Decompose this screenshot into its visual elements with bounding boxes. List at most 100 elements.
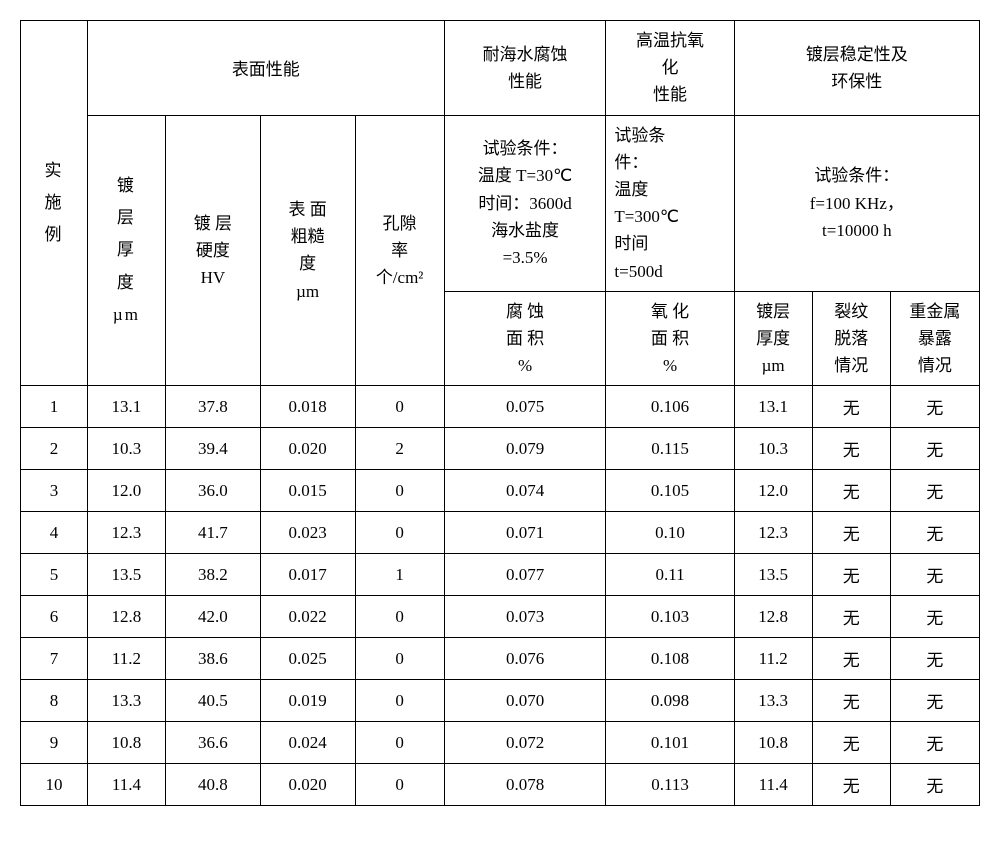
header-cond2: 试验条件：温度T=300℃时间t=500d bbox=[606, 115, 734, 291]
cell-g: 11.4 bbox=[734, 764, 812, 806]
cell-h: 无 bbox=[812, 554, 890, 596]
header-corrosion-area: 腐 蚀 面 积 % bbox=[444, 291, 606, 386]
cell-h: 无 bbox=[812, 680, 890, 722]
table-row: 312.036.00.01500.0740.10512.0无无 bbox=[21, 470, 980, 512]
cell-a: 13.5 bbox=[87, 554, 165, 596]
cell-a: 13.1 bbox=[87, 386, 165, 428]
cell-c: 0.015 bbox=[260, 470, 355, 512]
cell-a: 12.0 bbox=[87, 470, 165, 512]
cell-n: 6 bbox=[21, 596, 88, 638]
header-oxidation: 高温抗氧化性能 bbox=[606, 21, 734, 116]
cell-i: 无 bbox=[890, 764, 979, 806]
header-thickness2: 镀层厚度µm bbox=[734, 291, 812, 386]
cell-f: 0.108 bbox=[606, 638, 734, 680]
cell-h: 无 bbox=[812, 512, 890, 554]
cell-i: 无 bbox=[890, 512, 979, 554]
cell-f: 0.113 bbox=[606, 764, 734, 806]
header-crack: 裂纹脱落情况 bbox=[812, 291, 890, 386]
cell-h: 无 bbox=[812, 470, 890, 512]
table-row: 813.340.50.01900.0700.09813.3无无 bbox=[21, 680, 980, 722]
cell-b: 36.0 bbox=[165, 470, 260, 512]
cell-b: 37.8 bbox=[165, 386, 260, 428]
cell-a: 12.3 bbox=[87, 512, 165, 554]
cell-h: 无 bbox=[812, 386, 890, 428]
cell-b: 39.4 bbox=[165, 428, 260, 470]
cell-a: 13.3 bbox=[87, 680, 165, 722]
cell-g: 10.8 bbox=[734, 722, 812, 764]
cell-b: 41.7 bbox=[165, 512, 260, 554]
cell-f: 0.098 bbox=[606, 680, 734, 722]
cell-c: 0.017 bbox=[260, 554, 355, 596]
cell-e: 0.070 bbox=[444, 680, 606, 722]
header-metal-exposure: 重金属暴露情况 bbox=[890, 291, 979, 386]
cell-c: 0.023 bbox=[260, 512, 355, 554]
cell-b: 38.2 bbox=[165, 554, 260, 596]
cell-g: 12.0 bbox=[734, 470, 812, 512]
cell-d: 0 bbox=[355, 680, 444, 722]
cell-d: 0 bbox=[355, 722, 444, 764]
cell-h: 无 bbox=[812, 722, 890, 764]
cell-e: 0.073 bbox=[444, 596, 606, 638]
cell-i: 无 bbox=[890, 428, 979, 470]
cell-h: 无 bbox=[812, 764, 890, 806]
cell-g: 11.2 bbox=[734, 638, 812, 680]
cell-b: 42.0 bbox=[165, 596, 260, 638]
header-surface-perf: 表面性能 bbox=[87, 21, 444, 116]
header-cond1: 试验条件：温度 T=30℃时间：3600d海水盐度=3.5% bbox=[444, 115, 606, 291]
cell-i: 无 bbox=[890, 638, 979, 680]
cell-f: 0.103 bbox=[606, 596, 734, 638]
cell-h: 无 bbox=[812, 638, 890, 680]
cell-e: 0.075 bbox=[444, 386, 606, 428]
cell-f: 0.101 bbox=[606, 722, 734, 764]
cell-a: 11.2 bbox=[87, 638, 165, 680]
cell-d: 0 bbox=[355, 764, 444, 806]
cell-c: 0.020 bbox=[260, 428, 355, 470]
performance-table: 实施例 表面性能 耐海水腐蚀性能 高温抗氧化性能 镀层稳定性及环保性 镀层厚度µ… bbox=[20, 20, 980, 806]
cell-g: 12.3 bbox=[734, 512, 812, 554]
table-row: 1011.440.80.02000.0780.11311.4无无 bbox=[21, 764, 980, 806]
table-body: 113.137.80.01800.0750.10613.1无无2 10.3 39.4… bbox=[21, 386, 980, 806]
cell-e: 0.072 bbox=[444, 722, 606, 764]
cell-g: 13.3 bbox=[734, 680, 812, 722]
table-row: 113.137.80.01800.0750.10613.1无无 bbox=[21, 386, 980, 428]
header-cond3: 试验条件：f=100 KHz，t=10000 h bbox=[734, 115, 979, 291]
cell-n: 9 bbox=[21, 722, 88, 764]
cell-c: 0.025 bbox=[260, 638, 355, 680]
cell-i: 无 bbox=[890, 596, 979, 638]
header-oxidation-area: 氧 化 面 积 % bbox=[606, 291, 734, 386]
cell-h: 无 bbox=[812, 596, 890, 638]
cell-i: 无 bbox=[890, 680, 979, 722]
header-example: 实施例 bbox=[21, 21, 88, 386]
table-row: 612.842.00.02200.0730.10312.8无无 bbox=[21, 596, 980, 638]
cell-i: 无 bbox=[890, 386, 979, 428]
cell-n: 5 bbox=[21, 554, 88, 596]
table-row: 412.341.70.02300.0710.1012.3无无 bbox=[21, 512, 980, 554]
cell-b: 38.6 bbox=[165, 638, 260, 680]
cell-n: 8 bbox=[21, 680, 88, 722]
cell-e: 0.076 bbox=[444, 638, 606, 680]
cell-f: 0.115 bbox=[606, 428, 734, 470]
cell-c: 0.018 bbox=[260, 386, 355, 428]
cell-d: 0 bbox=[355, 470, 444, 512]
header-stability: 镀层稳定性及环保性 bbox=[734, 21, 979, 116]
cell-g: 10.3 bbox=[734, 428, 812, 470]
cell-d: 0 bbox=[355, 638, 444, 680]
cell-a: 11.4 bbox=[87, 764, 165, 806]
cell-n: 4 bbox=[21, 512, 88, 554]
cell-f: 0.11 bbox=[606, 554, 734, 596]
cell-a: 10.8 bbox=[87, 722, 165, 764]
cell-f: 0.105 bbox=[606, 470, 734, 512]
cell-g: 13.1 bbox=[734, 386, 812, 428]
cell-g: 12.8 bbox=[734, 596, 812, 638]
table-row: 210.339.40.02020.0790.11510.3无无 bbox=[21, 428, 980, 470]
cell-b: 40.5 bbox=[165, 680, 260, 722]
cell-b: 40.8 bbox=[165, 764, 260, 806]
table-header: 实施例 表面性能 耐海水腐蚀性能 高温抗氧化性能 镀层稳定性及环保性 镀层厚度µ… bbox=[21, 21, 980, 386]
cell-f: 0.10 bbox=[606, 512, 734, 554]
cell-h: 无 bbox=[812, 428, 890, 470]
cell-d: 0 bbox=[355, 512, 444, 554]
cell-n: 2 bbox=[21, 428, 88, 470]
header-roughness: 表 面 粗糙 度 µm bbox=[260, 115, 355, 386]
cell-c: 0.020 bbox=[260, 764, 355, 806]
table-row: 711.238.60.02500.0760.10811.2无无 bbox=[21, 638, 980, 680]
